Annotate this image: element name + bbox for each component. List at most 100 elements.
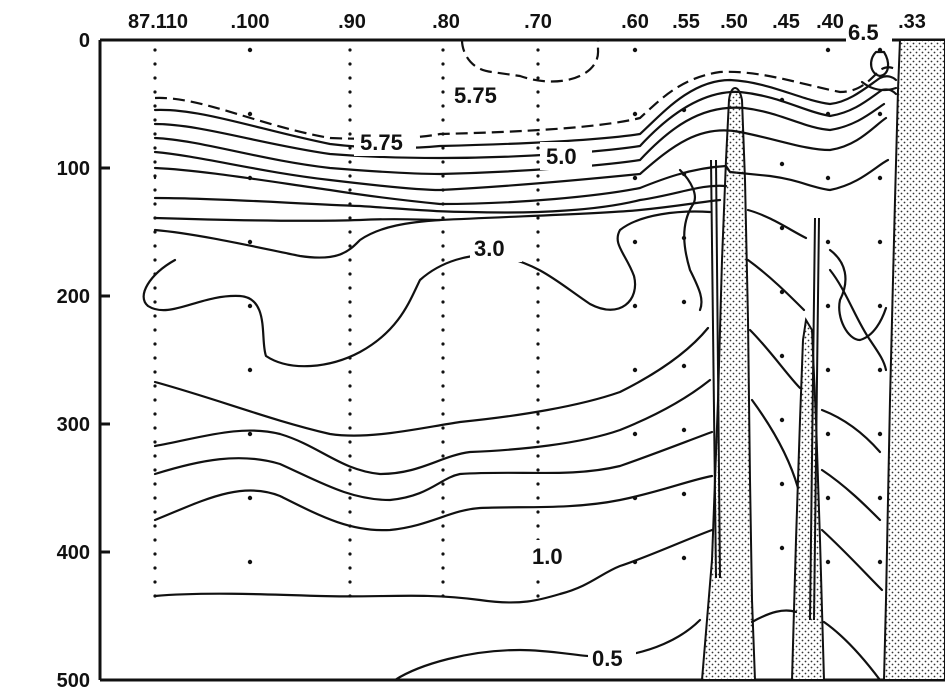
sample-dot (825, 431, 831, 437)
sample-dot (247, 111, 253, 117)
sample-dot (681, 299, 687, 305)
sample-dot (441, 258, 445, 262)
sample-dot (153, 412, 157, 416)
sample-dot (536, 216, 540, 220)
sample-dot (536, 594, 540, 598)
sample-dot (247, 431, 253, 437)
sample-dot (877, 303, 883, 309)
sample-dot (632, 239, 638, 245)
contour-labels: 5.75 5.75 5.0 3.0 1.0 0.5 6.5 (354, 18, 892, 672)
sample-dot (441, 314, 445, 318)
sample-dot (825, 47, 831, 53)
sample-dot (247, 367, 253, 373)
sample-dot (441, 118, 445, 122)
sample-dot (153, 118, 157, 122)
contours (142, 39, 898, 682)
sample-dot (153, 552, 157, 556)
sample-dot (348, 454, 352, 458)
sample-dot (153, 566, 157, 570)
ridge-line (710, 159, 717, 579)
sample-dot (348, 426, 352, 430)
sample-dot (536, 272, 540, 276)
sample-dot (536, 202, 540, 206)
sample-dot (681, 491, 687, 497)
contour-line (153, 88, 898, 160)
y-tick-label: 300 (57, 414, 90, 436)
sample-dot (536, 440, 540, 444)
x-tick-label: .60 (621, 11, 649, 33)
sample-dot (153, 510, 157, 514)
contour-line (153, 116, 888, 192)
contour-line (820, 408, 882, 454)
sample-dot (632, 111, 638, 117)
sample-dot (441, 412, 445, 416)
sample-dot (247, 239, 253, 245)
sample-dot (779, 481, 785, 487)
sample-dot (632, 303, 638, 309)
contour-line (822, 620, 882, 682)
sample-dot (441, 146, 445, 150)
sample-dot (153, 426, 157, 430)
sample-dot (779, 225, 785, 231)
sample-dot (153, 496, 157, 500)
sample-dot (153, 398, 157, 402)
sample-dot (441, 48, 445, 52)
sample-dot (153, 580, 157, 584)
sample-dot (536, 496, 540, 500)
y-tick-label: 400 (57, 542, 90, 564)
ridge-line (715, 159, 721, 579)
sample-dot (536, 174, 540, 178)
sample-dot (536, 104, 540, 108)
sample-dot (153, 300, 157, 304)
y-tick-label: 200 (57, 286, 90, 308)
contour-line (746, 208, 808, 240)
x-tick-label: .100 (231, 11, 270, 33)
sample-dot (153, 244, 157, 248)
sample-dot (536, 328, 540, 332)
sample-dot (247, 47, 253, 53)
sample-dot (153, 48, 157, 52)
y-tick-marks (100, 38, 110, 682)
sample-dot (536, 62, 540, 66)
sample-dot (441, 160, 445, 164)
sample-dot (348, 566, 352, 570)
sample-dot (348, 398, 352, 402)
contour-line (153, 430, 714, 502)
sample-dot (348, 244, 352, 248)
sample-dot (877, 111, 883, 117)
sample-dot (441, 384, 445, 388)
sample-dot (247, 303, 253, 309)
contour-line (750, 398, 800, 490)
sample-dot (348, 342, 352, 346)
sample-dot (348, 552, 352, 556)
contour-line (750, 609, 798, 624)
sample-dot (153, 132, 157, 136)
terrain-wall-right (882, 39, 945, 681)
sample-dot (779, 545, 785, 551)
sample-dot (441, 244, 445, 248)
contour-line (153, 378, 712, 476)
contour-line (828, 268, 888, 372)
sample-dot (536, 342, 540, 346)
sample-dot (536, 258, 540, 262)
sample-dot (536, 524, 540, 528)
sample-dot (877, 367, 883, 373)
sample-dot (536, 370, 540, 374)
sample-dot (348, 538, 352, 542)
contour-line (153, 102, 886, 176)
sample-dot (632, 367, 638, 373)
sample-dot (348, 370, 352, 374)
sample-dot (153, 328, 157, 332)
y-tick-labels: 0 100 200 300 400 500 (57, 30, 90, 692)
contour-label: 5.75 (454, 83, 497, 108)
bathymetry (700, 39, 945, 681)
sample-dot (825, 239, 831, 245)
sample-dot (348, 286, 352, 290)
contour-line (820, 468, 882, 522)
sample-dot (536, 48, 540, 52)
sample-dot (153, 230, 157, 234)
sample-dot (348, 132, 352, 136)
sample-dot (348, 104, 352, 108)
x-tick-label: .55 (672, 11, 700, 33)
sample-dot (825, 559, 831, 565)
